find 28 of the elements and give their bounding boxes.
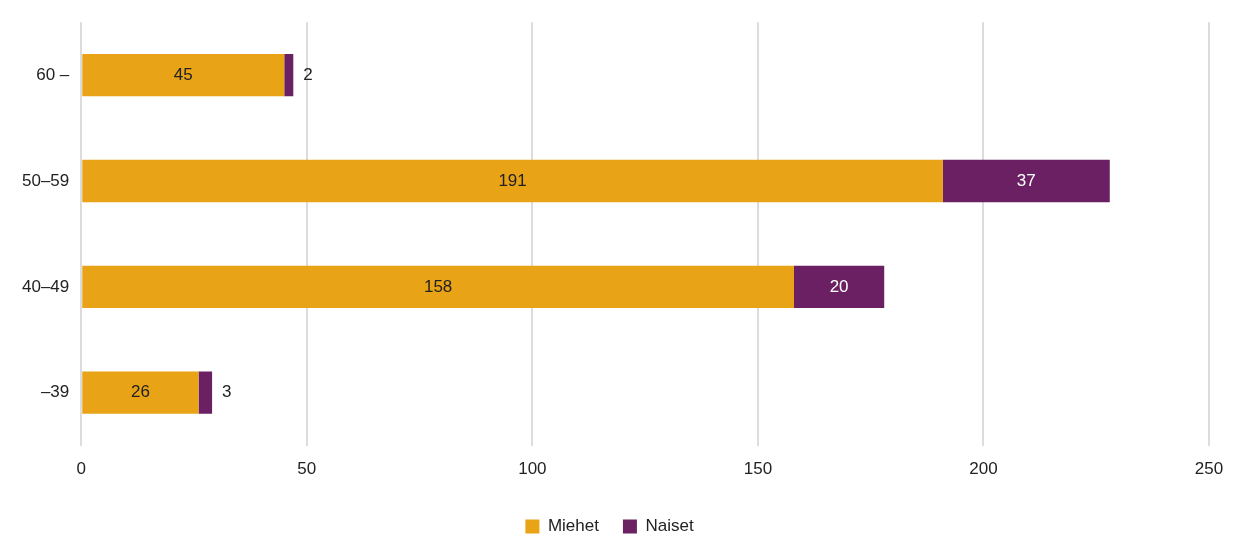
bar bbox=[82, 371, 199, 414]
x-tick-label: 50 bbox=[297, 459, 317, 479]
data-label: 3 bbox=[222, 382, 232, 402]
y-tick-label: 60 – bbox=[36, 64, 70, 84]
data-label: 20 bbox=[829, 276, 849, 296]
bar bbox=[942, 159, 1110, 203]
bar bbox=[82, 159, 943, 203]
data-label: 26 bbox=[130, 382, 150, 402]
legend-label: Naiset bbox=[645, 516, 694, 536]
y-tick-label: –39 bbox=[40, 382, 70, 402]
legend-label: Miehet bbox=[547, 516, 600, 536]
bar bbox=[284, 53, 294, 97]
data-label: 158 bbox=[423, 276, 453, 296]
x-tick-label: 150 bbox=[743, 459, 773, 479]
x-tick-label: 0 bbox=[76, 459, 87, 479]
data-label: 2 bbox=[303, 64, 313, 84]
x-tick-label: 250 bbox=[1194, 459, 1224, 479]
bar bbox=[82, 53, 285, 97]
y-tick-label: 40–49 bbox=[21, 276, 70, 296]
bar bbox=[82, 265, 794, 308]
x-tick-label: 200 bbox=[969, 459, 998, 479]
data-label: 37 bbox=[1016, 170, 1036, 190]
data-label: 191 bbox=[498, 170, 527, 190]
bar bbox=[198, 371, 213, 414]
bar bbox=[794, 265, 885, 308]
data-label: 45 bbox=[173, 64, 193, 84]
y-tick-label: 50–59 bbox=[21, 170, 70, 190]
x-tick-label: 100 bbox=[518, 459, 547, 479]
